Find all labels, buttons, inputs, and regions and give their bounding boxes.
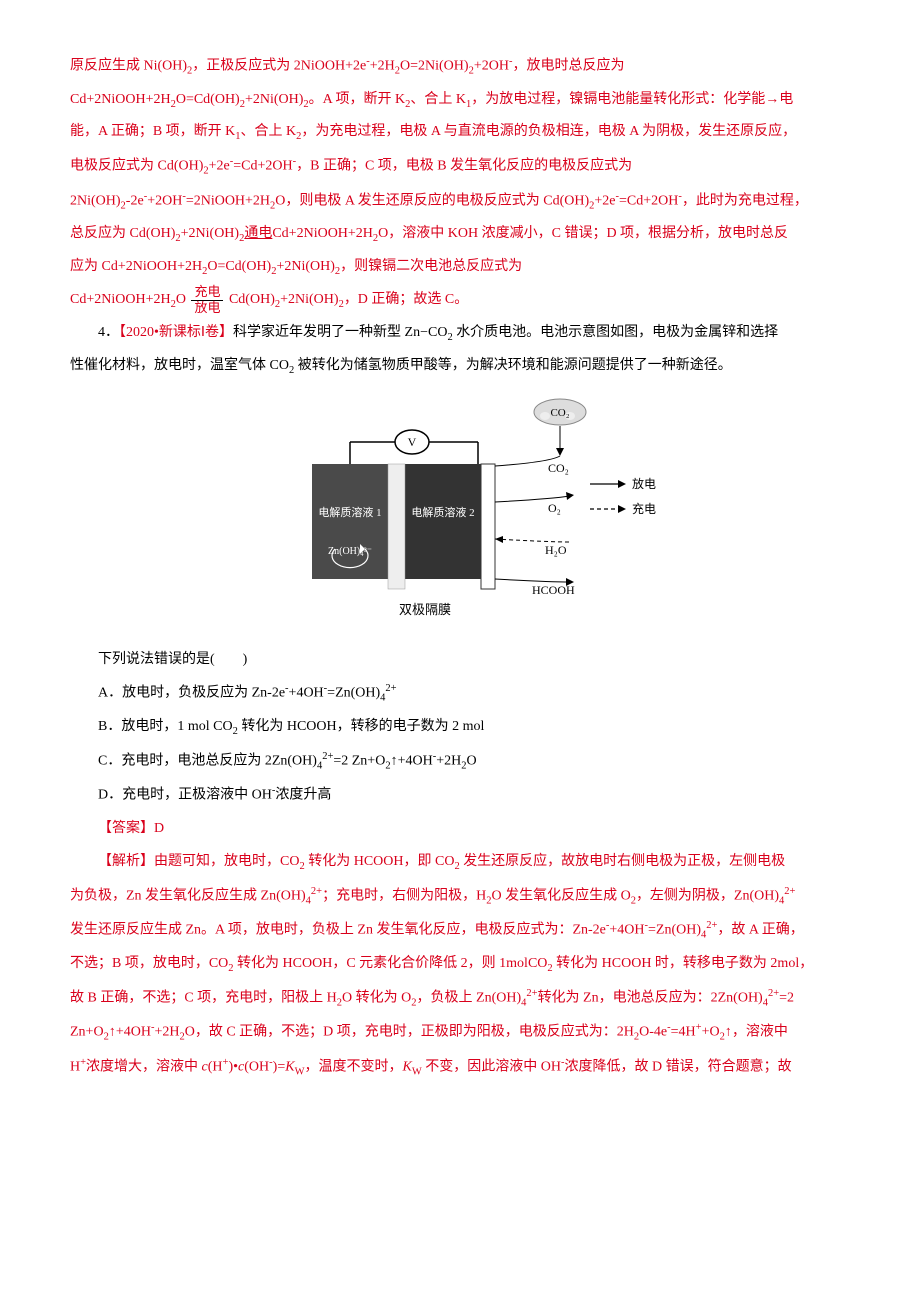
explanation-q4-7: H+浓度增大，溶液中 c(H+)•c(OH-)=KW，温度不变时，KW 不变，因… xyxy=(70,1051,850,1084)
explanation-q4-2: 为负极，Zn 发生氧化反应生成 Zn(OH)42+；充电时，右侧为阳极，H2O … xyxy=(70,880,850,913)
explanation-prev-p2: Cd+2NiOOH+2H2O=Cd(OH)2+2Ni(OH)2。A 项，断开 K… xyxy=(70,85,850,116)
answer-line: 【答案】D xyxy=(70,814,850,845)
explanation-prev-p6: 总反应为 Cd(OH)2+2Ni(OH)2通电Cd+2NiOOH+2H2O，溶液… xyxy=(70,219,850,250)
zn-complex-label: Zn(OH)₄²⁻ xyxy=(328,546,372,557)
voltmeter-label: V xyxy=(408,435,417,449)
explanation-q4-4: 不选；B 项，放电时，CO2 转化为 HCOOH，C 元素化合价降低 2，则 1… xyxy=(70,949,850,980)
electrolyte2-label: 电解质溶液 2 xyxy=(411,505,474,519)
explanation-prev-p8: Cd+2NiOOH+2H2O 充电 放电 Cd(OH)2+2Ni(OH)2，D … xyxy=(70,285,850,316)
question-4-stem-2: 性催化材料，放电时，温室气体 CO2 被转化为储氢物质甲酸等，为解决环境和能源问… xyxy=(70,351,850,382)
source-tag: 【2020•新课标Ⅰ卷】 xyxy=(119,325,233,340)
explanation-prev-p3: 能，A 正确；B 项，断开 K1、合上 K2，为充电过程，电极 A 与直流电源的… xyxy=(70,117,850,148)
charge-legend: 充电 xyxy=(632,501,656,516)
membrane-label: 双极隔膜 xyxy=(399,602,451,617)
option-d: D．充电时，正极溶液中 OH-浓度升高 xyxy=(98,779,850,811)
o2-label: O₂ xyxy=(548,501,561,515)
equilibrium-arrows: 充电 放电 xyxy=(191,285,223,315)
explanation-prev-p5: 2Ni(OH)2-2e-+2OH-=2NiOOH+2H2O，则电极 A 发生还原… xyxy=(70,185,850,218)
explanation-prev-p7: 应为 Cd+2NiOOH+2H2O=Cd(OH)2+2Ni(OH)2，则镍镉二次… xyxy=(70,252,850,283)
hcooh-label: HCOOH xyxy=(532,583,575,597)
explanation-prev-p1: 原反应生成 Ni(OH)2，正极反应式为 2NiOOH+2e-+2H2O=2Ni… xyxy=(70,50,850,83)
explanation-q4-3: 发生还原反应生成 Zn。A 项，放电时，负极上 Zn 发生氧化反应，电极反应式为… xyxy=(70,914,850,947)
co2-arrow-label: CO₂ xyxy=(548,461,569,475)
co2-cloud-label: CO₂ xyxy=(550,407,569,419)
option-c: C．充电时，电池总反应为 2Zn(OH)42+=2 Zn+O2↑+4OH-+2H… xyxy=(98,745,850,778)
option-b: B．放电时，1 mol CO2 转化为 HCOOH，转移的电子数为 2 mol xyxy=(98,712,850,743)
explanation-prev-p4: 电极反应式为 Cd(OH)2+2e-=Cd+2OH-，B 正确；C 项，电极 B… xyxy=(70,150,850,183)
option-a: A．放电时，负极反应为 Zn-2e-+4OH-=Zn(OH)42+ xyxy=(98,677,850,710)
tongdian-label: 通电 xyxy=(244,226,272,241)
explanation-q4: 【解析】由题可知，放电时，CO2 转化为 HCOOH，即 CO2 发生还原反应，… xyxy=(70,847,850,878)
question-prompt: 下列说法错误的是( ) xyxy=(70,645,850,676)
discharge-legend: 放电 xyxy=(632,476,656,491)
explanation-q4-5: 故 B 正确，不选；C 项，充电时，阳极上 H2O 转化为 O2，负极上 Zn(… xyxy=(70,982,850,1015)
question-4-stem: 4．【2020•新课标Ⅰ卷】科学家近年发明了一种新型 Zn−CO2 水介质电池。… xyxy=(70,318,850,349)
battery-diagram: CO₂ V 电解质溶液 1 Zn(OH)₄²⁻ 电解质溶液 2 CO₂ O₂ H… xyxy=(70,394,850,637)
explanation-q4-6: Zn+O2↑+4OH-+2H2O，故 C 正确，不选；D 项，充电时，正极即为阳… xyxy=(70,1016,850,1049)
electrolyte1-label: 电解质溶液 1 xyxy=(318,505,381,519)
h2o-label: H₂O xyxy=(545,543,567,557)
